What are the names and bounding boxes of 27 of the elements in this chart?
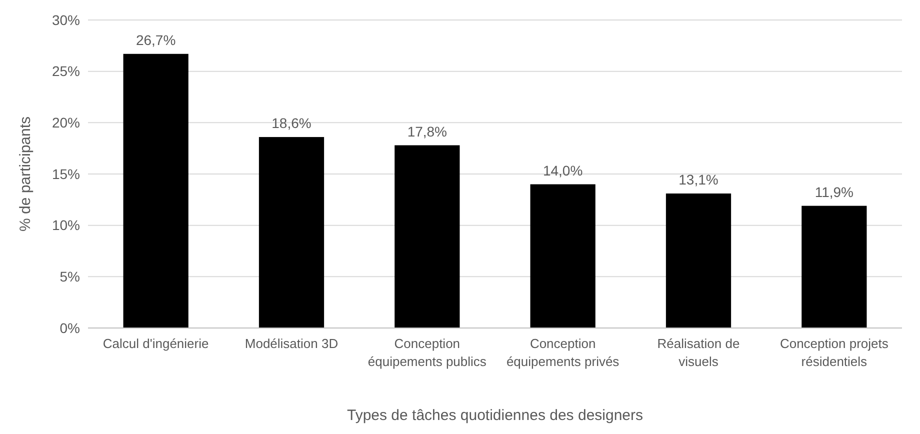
y-tick-label: 25% xyxy=(52,63,80,80)
data-label: 13,1% xyxy=(678,172,718,188)
y-axis-title: % de participants xyxy=(17,116,34,232)
bar xyxy=(258,137,324,328)
x-tick-label: Calcul d'ingénierie xyxy=(102,336,209,351)
y-tick-label: 30% xyxy=(52,12,80,28)
data-label: 14,0% xyxy=(542,162,583,178)
y-tick-label: 20% xyxy=(52,114,80,131)
bar xyxy=(666,194,732,328)
y-tick-label: 5% xyxy=(60,268,80,285)
y-tick-label: 0% xyxy=(60,320,80,336)
data-label: 17,8% xyxy=(407,123,448,140)
x-tick-label: Conception projets résidentiels xyxy=(780,336,889,369)
x-tick-label: Modélisation 3D xyxy=(244,336,338,351)
y-tick-label: 15% xyxy=(52,166,80,182)
bar xyxy=(530,184,596,328)
bar xyxy=(802,206,867,328)
data-label: 26,7% xyxy=(136,32,176,48)
bar xyxy=(394,145,460,328)
y-tick-label: 10% xyxy=(52,217,80,234)
x-tick-label: Conception équipements privés xyxy=(506,336,620,369)
data-label: 11,9% xyxy=(814,184,854,200)
x-tick-label: Réalisation de visuels xyxy=(657,336,740,369)
x-axis-title: Types de tâches quotidiennes des designers xyxy=(346,407,644,424)
bar xyxy=(123,54,188,328)
x-tick-label: Conception équipements publics xyxy=(368,336,487,369)
data-label: 18,6% xyxy=(272,115,312,132)
